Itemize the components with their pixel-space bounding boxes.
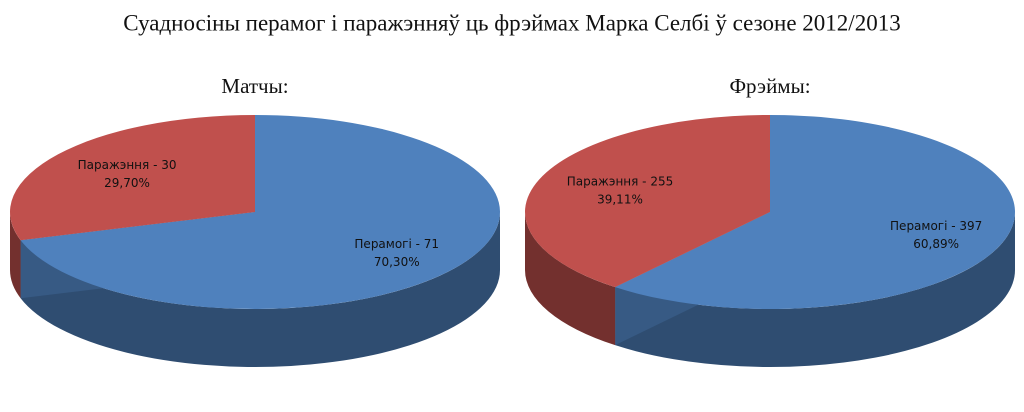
data-label: 60,89% bbox=[913, 237, 959, 251]
pie-title: Матчы: bbox=[221, 74, 288, 98]
pie-title: Фрэймы: bbox=[729, 74, 810, 98]
slice-side bbox=[10, 212, 21, 299]
slice-side bbox=[525, 212, 616, 346]
data-label: 29,70% bbox=[104, 176, 150, 190]
data-label: Перамогі - 397 bbox=[890, 219, 982, 233]
data-label: 70,30% bbox=[374, 255, 420, 269]
slice bbox=[10, 115, 255, 241]
slice-side bbox=[615, 212, 1015, 367]
data-label: Перамогі - 71 bbox=[354, 237, 439, 251]
chart-title: Суадносіны перамог і паражэнняў ць фрэйм… bbox=[123, 10, 900, 35]
slice bbox=[20, 115, 501, 310]
data-label: Паражэння - 30 bbox=[78, 158, 177, 172]
data-label: Паражэння - 255 bbox=[567, 174, 674, 188]
slice-side bbox=[20, 212, 500, 367]
data-label: 39,11% bbox=[597, 192, 643, 206]
slice bbox=[525, 115, 770, 288]
slice bbox=[615, 115, 1015, 309]
